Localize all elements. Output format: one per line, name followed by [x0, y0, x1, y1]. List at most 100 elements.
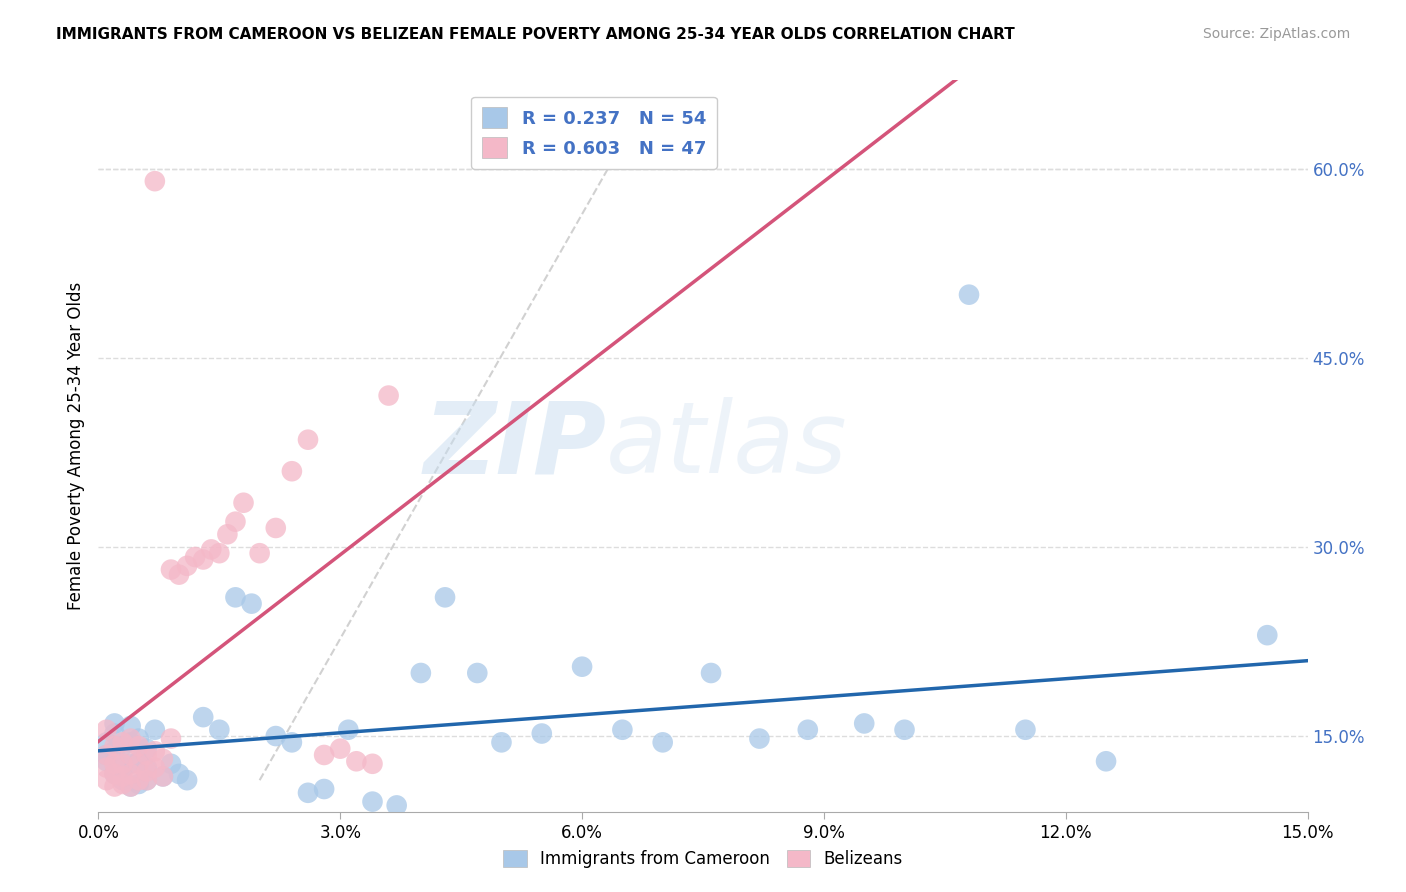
Point [264, 729, 287, 743]
Point [111, 761, 134, 775]
Point [361, 795, 384, 809]
Point [120, 756, 142, 771]
Point [111, 773, 134, 788]
Point [120, 780, 142, 794]
Point [1256, 628, 1278, 642]
Point [120, 735, 142, 749]
Point [957, 287, 980, 301]
Point [152, 752, 174, 766]
Point [797, 723, 820, 737]
Text: atlas: atlas [606, 398, 848, 494]
Point [111, 777, 134, 791]
Point [103, 780, 125, 794]
Point [281, 464, 304, 478]
Point [135, 761, 157, 775]
Point [281, 735, 304, 749]
Point [297, 433, 319, 447]
Point [135, 773, 157, 788]
Point [167, 767, 190, 781]
Point [176, 773, 198, 788]
Point [96, 747, 118, 762]
Point [120, 719, 142, 733]
Point [120, 747, 142, 762]
Point [120, 767, 142, 781]
Point [160, 563, 183, 577]
Point [240, 597, 263, 611]
Point [135, 773, 157, 788]
Point [96, 754, 118, 768]
Point [135, 747, 157, 762]
Point [232, 496, 254, 510]
Point [612, 723, 634, 737]
Point [1095, 754, 1118, 768]
Point [143, 761, 166, 775]
Point [224, 515, 246, 529]
Point [208, 723, 231, 737]
Point [135, 741, 157, 756]
Text: IMMIGRANTS FROM CAMEROON VS BELIZEAN FEMALE POVERTY AMONG 25-34 YEAR OLDS CORREL: IMMIGRANTS FROM CAMEROON VS BELIZEAN FEM… [56, 27, 1015, 42]
Point [1014, 723, 1036, 737]
Point [465, 665, 488, 680]
Point [96, 747, 118, 762]
Point [224, 591, 246, 605]
Point [143, 723, 166, 737]
Point [128, 756, 150, 771]
Point [103, 767, 125, 781]
Point [208, 546, 231, 560]
Point [434, 591, 457, 605]
Point [160, 731, 183, 746]
Point [176, 558, 198, 573]
Point [96, 761, 118, 775]
Point [160, 756, 183, 771]
Point [491, 735, 513, 749]
Point [184, 549, 207, 564]
Point [700, 665, 723, 680]
Point [152, 769, 174, 783]
Point [111, 769, 134, 783]
Text: ZIP: ZIP [423, 398, 606, 494]
Point [120, 731, 142, 746]
Point [128, 739, 150, 753]
Point [103, 767, 125, 781]
Point [409, 665, 432, 680]
Point [361, 756, 384, 771]
Point [111, 735, 134, 749]
Point [651, 735, 673, 749]
Point [128, 777, 150, 791]
Text: Source: ZipAtlas.com: Source: ZipAtlas.com [1202, 27, 1350, 41]
Point [128, 731, 150, 746]
Point [385, 798, 408, 813]
Point [200, 542, 222, 557]
Y-axis label: Female Poverty Among 25-34 Year Olds: Female Poverty Among 25-34 Year Olds [66, 282, 84, 610]
Point [96, 735, 118, 749]
Point [167, 567, 190, 582]
Point [853, 716, 876, 731]
Point [111, 739, 134, 753]
Point [120, 780, 142, 794]
Point [1175, 832, 1198, 847]
Point [217, 527, 239, 541]
Point [128, 754, 150, 768]
Point [103, 726, 125, 740]
Point [337, 723, 360, 737]
Point [103, 756, 125, 771]
Legend: R = 0.237   N = 54, R = 0.603   N = 47: R = 0.237 N = 54, R = 0.603 N = 47 [471, 96, 717, 169]
Point [103, 716, 125, 731]
Point [329, 741, 352, 756]
Point [314, 782, 336, 797]
Point [314, 747, 336, 762]
Legend: Immigrants from Cameroon, Belizeans: Immigrants from Cameroon, Belizeans [496, 843, 910, 875]
Point [111, 756, 134, 771]
Point [264, 521, 287, 535]
Point [128, 773, 150, 788]
Point [193, 710, 215, 724]
Point [893, 723, 915, 737]
Point [748, 731, 770, 746]
Point [103, 739, 125, 753]
Point [152, 769, 174, 783]
Point [143, 174, 166, 188]
Point [135, 764, 157, 779]
Point [530, 726, 553, 740]
Point [96, 723, 118, 737]
Point [96, 773, 118, 788]
